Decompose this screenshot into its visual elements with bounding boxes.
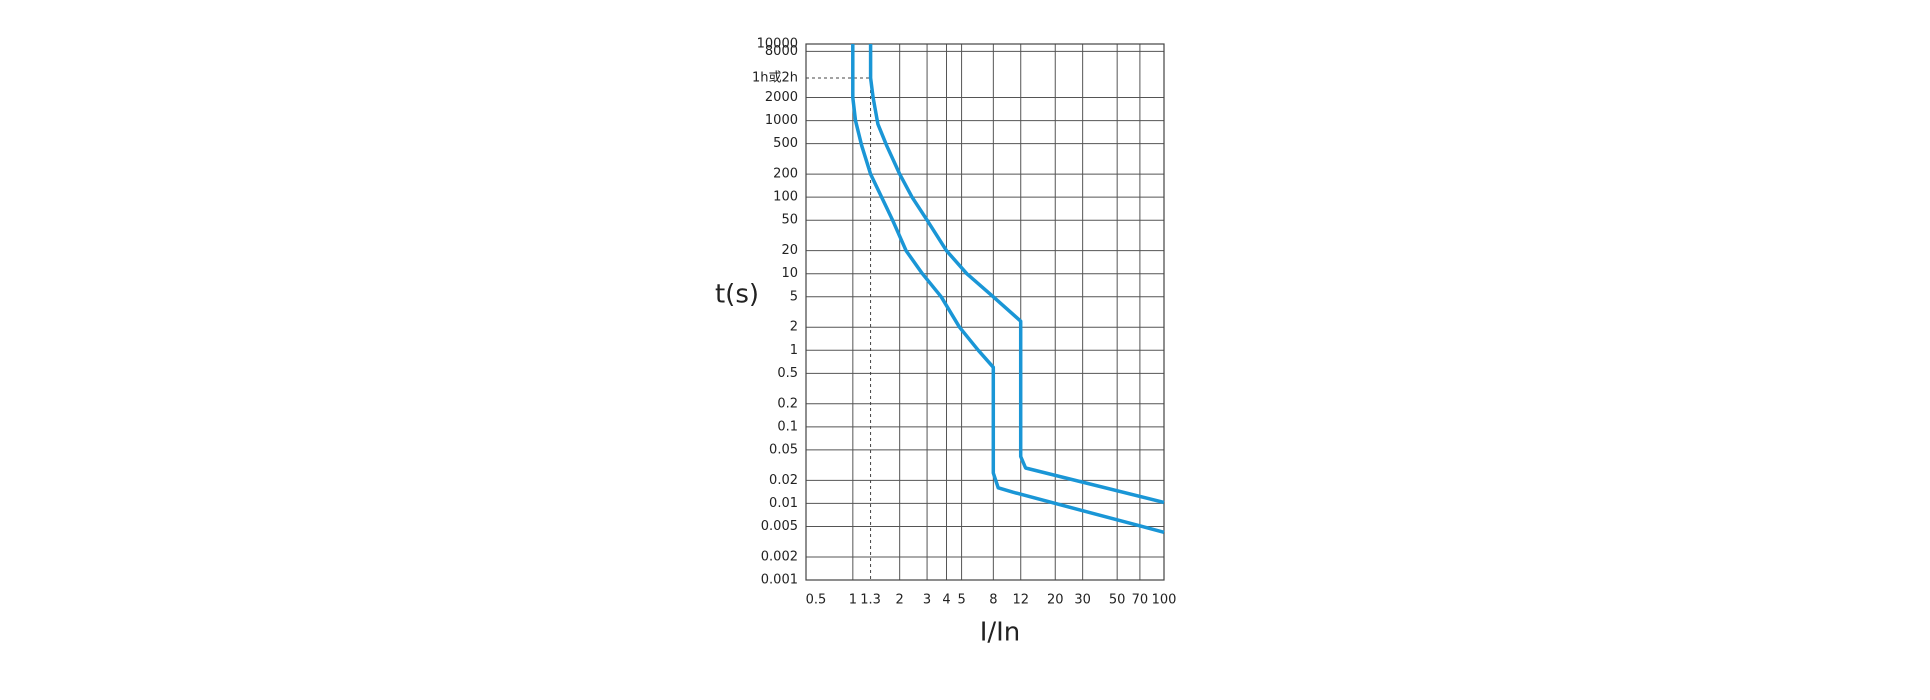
y-tick-label: 10 (781, 266, 798, 281)
x-tick-label: 3 (923, 593, 931, 608)
y-tick-label: 20 (781, 243, 798, 258)
x-tick-label: 30 (1074, 593, 1091, 608)
x-tick-label: 50 (1109, 593, 1126, 608)
y-axis-label: t(s) (715, 280, 759, 310)
x-axis-label: I/In (980, 618, 1021, 648)
x-tick-label: 1 (849, 593, 857, 608)
x-tick-label: 4 (942, 593, 950, 608)
y-tick-label: 2000 (765, 90, 798, 105)
x-tick-label: 100 (1152, 593, 1177, 608)
x-tick-label: 2 (896, 593, 904, 608)
y-tick-label: 0.2 (777, 396, 798, 411)
x-tick-label: 20 (1047, 593, 1064, 608)
x-tick-label: 5 (957, 593, 965, 608)
curve (868, 44, 1165, 505)
x-tick-label: 0.5 (806, 593, 827, 608)
y-tick-label: 0.05 (769, 442, 798, 457)
y-tick-label: 0.02 (769, 473, 798, 488)
y-tick-label: 10000 (757, 37, 798, 52)
y-tick-label: 1000 (765, 113, 798, 128)
y-tick-label: 1h或2h (752, 70, 798, 85)
y-tick-label: 0.001 (761, 573, 798, 588)
plot-frame (805, 43, 1165, 581)
y-tick-label: 0.5 (777, 366, 798, 381)
curve (851, 44, 1165, 534)
y-tick-label: 500 (773, 136, 798, 151)
x-tick-label: 8 (989, 593, 997, 608)
x-tick-label: 70 (1132, 593, 1149, 608)
y-tick-label: 1 (790, 343, 798, 358)
y-tick-label: 0.1 (777, 419, 798, 434)
y-tick-label: 2 (790, 320, 798, 335)
y-tick-label: 0.01 (769, 496, 798, 511)
y-tick-label: 8000 (765, 44, 798, 59)
y-tick-label: 0.002 (761, 549, 798, 564)
y-tick-label: 5 (790, 289, 798, 304)
y-tick-label: 0.005 (761, 519, 798, 534)
y-tick-label: 100 (773, 190, 798, 205)
x-tick-label: 1.3 (860, 593, 881, 608)
x-tick-label: 12 (1012, 593, 1029, 608)
y-tick-label: 50 (781, 213, 798, 228)
y-tick-label: 200 (773, 167, 798, 182)
